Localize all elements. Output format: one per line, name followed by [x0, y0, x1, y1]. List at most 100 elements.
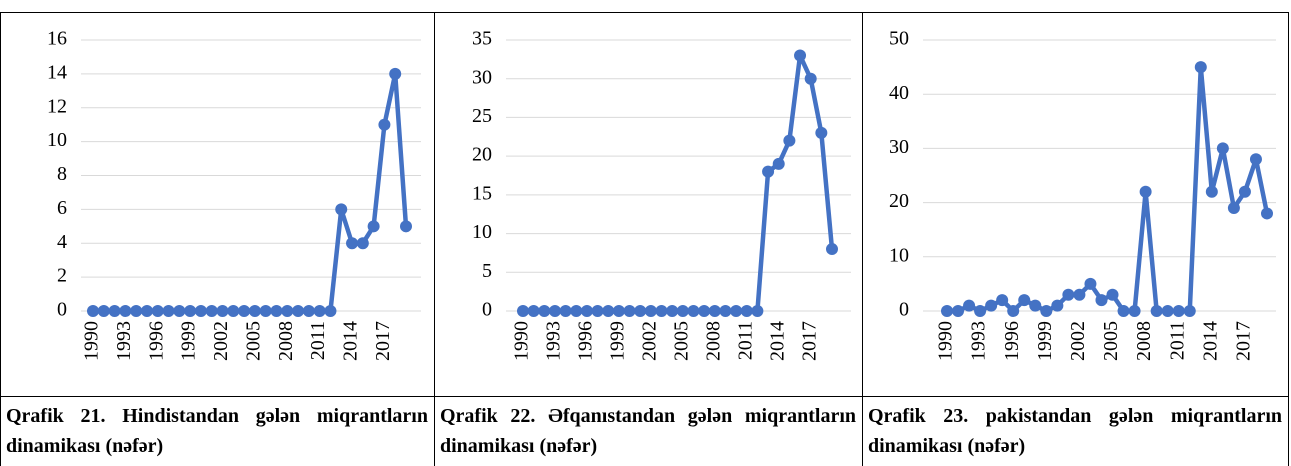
marker	[205, 305, 218, 317]
chart-cell: 0 5 10 15 20 25 30 35 1990 1993 1996 1999 2002 2005 20…	[434, 12, 862, 397]
x-tick-label: 2014	[340, 321, 362, 361]
marker	[570, 305, 583, 317]
marker	[1150, 305, 1163, 317]
marker	[270, 305, 283, 317]
y-tick-label: 30	[889, 136, 909, 158]
marker	[941, 305, 953, 317]
y-tick-label: 30	[472, 66, 492, 88]
marker	[1007, 305, 1020, 317]
marker	[1029, 299, 1042, 312]
x-tick-label: 1999	[1034, 321, 1056, 361]
x-tick-label: 2008	[275, 321, 297, 361]
marker	[538, 305, 551, 317]
marker	[687, 305, 700, 317]
marker	[356, 237, 369, 250]
y-tick-label: 20	[472, 144, 492, 166]
marker	[996, 294, 1009, 307]
chart: 0 10 20 30 40 50 1990 1993 1996 1999 2002 2005 2008 2…	[889, 28, 1276, 361]
marker	[1205, 185, 1218, 198]
marker	[1227, 202, 1240, 215]
marker	[259, 305, 272, 317]
marker	[1106, 288, 1119, 301]
y-tick-label: 4	[57, 231, 67, 253]
y-tick-label: 0	[482, 299, 492, 321]
y-tick-label: 0	[899, 299, 909, 321]
marker	[346, 237, 359, 250]
x-tick-label: 1990	[81, 321, 103, 361]
marker	[612, 305, 625, 317]
caption: Qrafik 21. Hindistandan gələn miqrantlar…	[6, 405, 428, 457]
y-tick-label: 20	[889, 190, 909, 212]
y-tick-label: 14	[47, 61, 67, 83]
marker	[974, 305, 987, 317]
x-tick-label: 2005	[242, 321, 264, 361]
marker	[216, 305, 229, 317]
x-tick-label: 2008	[1133, 321, 1155, 361]
y-tick-label: 35	[472, 28, 492, 50]
x-tick-label: 2017	[798, 321, 820, 361]
x-tick-label: 2011	[1166, 321, 1188, 360]
marker	[1216, 142, 1229, 155]
caption-cell: Qrafik 21. Hindistandan gələn miqrantlar…	[0, 397, 434, 466]
y-tick-label: 16	[47, 28, 67, 50]
marker	[815, 126, 828, 139]
y-tick-label: 25	[472, 105, 492, 127]
marker	[238, 305, 251, 317]
marker	[602, 305, 615, 317]
marker	[952, 305, 965, 317]
y-tick-label: 2	[57, 265, 67, 287]
y-tick-label: 8	[57, 163, 67, 185]
y-tick-label: 6	[57, 197, 67, 219]
marker	[1139, 185, 1152, 198]
marker	[1051, 299, 1064, 312]
marker	[1183, 305, 1196, 317]
marker	[389, 67, 402, 80]
y-tick-label: 10	[47, 129, 67, 151]
marker	[527, 305, 540, 317]
marker	[1062, 288, 1075, 301]
marker	[302, 305, 315, 317]
marker	[708, 305, 721, 317]
marker	[227, 305, 240, 317]
marker	[666, 305, 679, 317]
x-tick-label: 2008	[702, 321, 724, 361]
marker	[97, 305, 110, 317]
x-tick-label: 1990	[935, 321, 957, 361]
x-tick-label: 1996	[575, 321, 597, 361]
chart: 0 5 10 15 20 25 30 35 1990 1993 1996 1999 2002 2005 20…	[472, 28, 851, 361]
marker	[335, 203, 348, 216]
marker	[698, 305, 711, 317]
marker	[1261, 207, 1273, 220]
marker	[985, 299, 998, 312]
line	[947, 64, 1270, 314]
caption-cell: Qrafik 22. Əfqanıstandan gələn miqrantla…	[434, 397, 862, 466]
marker	[772, 157, 785, 170]
x-tick-label: 1990	[511, 321, 533, 361]
line	[93, 71, 409, 314]
marker	[1040, 305, 1053, 317]
marker	[1161, 305, 1174, 317]
y-tick-label: 0	[57, 299, 67, 321]
marker	[1084, 277, 1097, 290]
marker	[644, 305, 657, 317]
marker	[1194, 61, 1207, 74]
marker	[963, 299, 976, 312]
marker	[367, 220, 380, 233]
chart: 0 2 4 6 8 10 12 14 16 1990 1993 1996 1999 2002 2005 200…	[47, 28, 421, 361]
marker	[108, 305, 121, 317]
y-tick-label: 40	[889, 82, 909, 104]
marker	[313, 305, 326, 317]
x-tick-label: 2005	[670, 321, 692, 361]
marker	[173, 305, 186, 317]
caption: Qrafik 23. pakistandan gələn miqrantları…	[868, 405, 1282, 457]
x-tick-label: 2002	[1067, 321, 1089, 361]
y-tick-label: 10	[889, 244, 909, 266]
caption-cell: Qrafik 23. pakistandan gələn miqrantları…	[862, 397, 1289, 466]
marker	[130, 305, 143, 317]
marker	[87, 305, 99, 317]
marker	[1073, 288, 1086, 301]
marker	[162, 305, 175, 317]
marker	[580, 305, 593, 317]
marker	[783, 134, 796, 147]
marker	[1095, 294, 1108, 307]
